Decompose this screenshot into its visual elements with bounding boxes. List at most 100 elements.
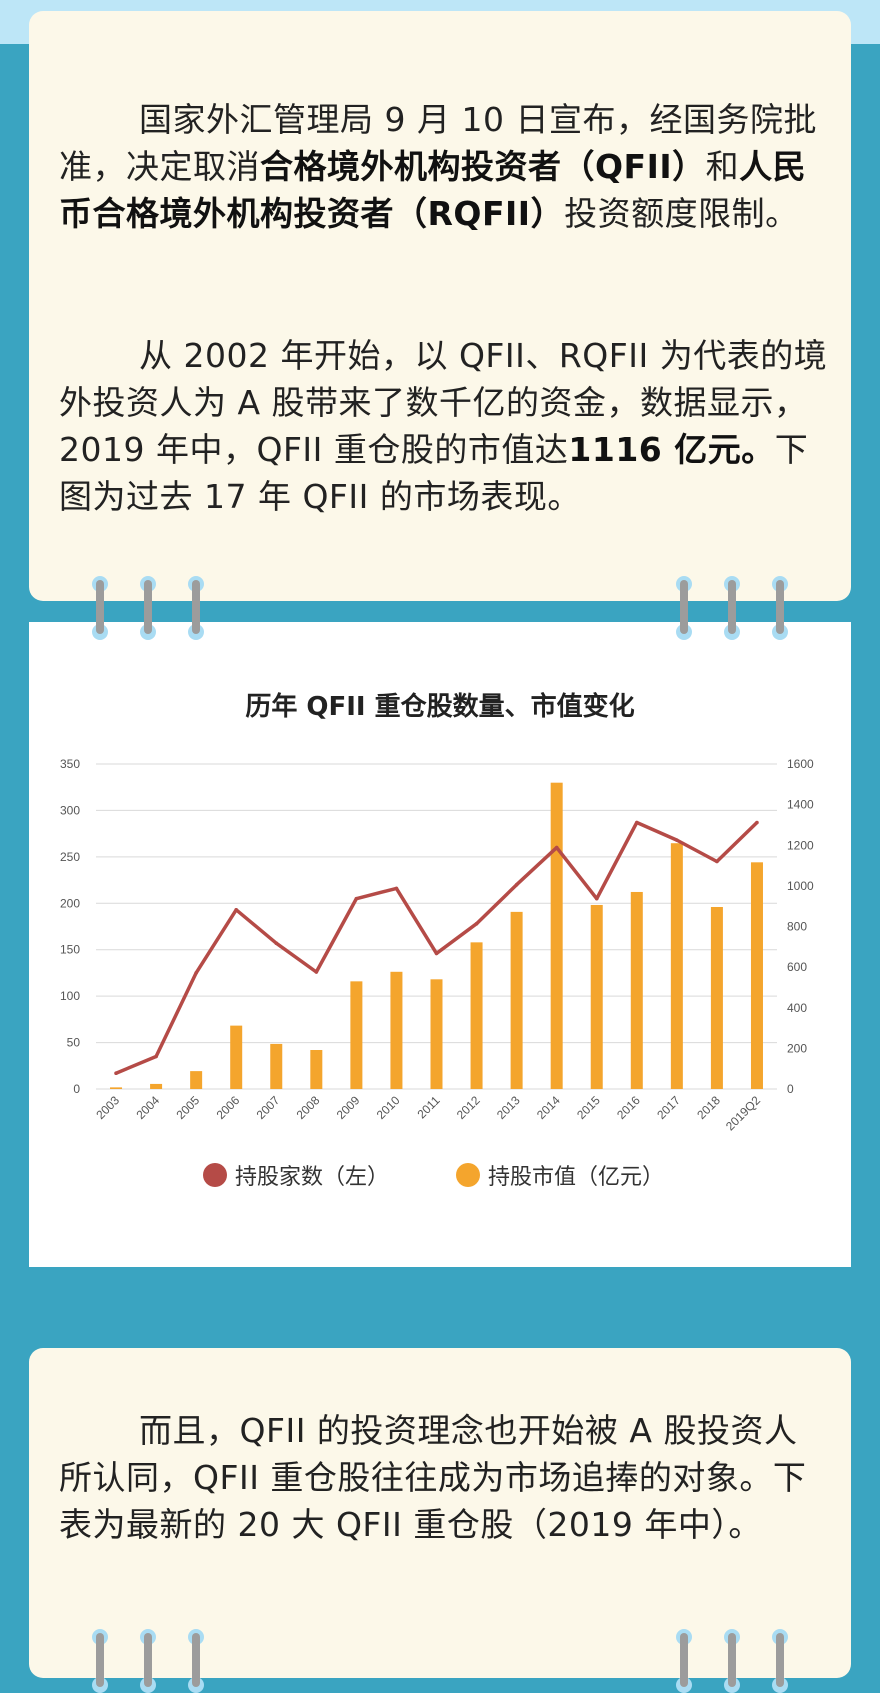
x-tick-label: 2011 [414,1093,442,1121]
y-right-tick-label: 0 [787,1082,794,1096]
bar-2008 [310,1050,323,1089]
x-tick-label: 2010 [374,1093,403,1122]
line-point-2006 [234,907,239,912]
ring-wire [192,580,200,634]
legend-line-label: 持股家数（左） [235,1165,390,1190]
chart-title: 历年 QFII 重仓股数量、市值变化 [245,692,635,722]
x-tick-label: 2019Q2 [723,1093,763,1133]
y-left-tick-label: 200 [60,896,80,910]
chart-svg: 0 50 100 150 200 250 300 350 0 200 400 600 800 1000 12… [60,757,814,1133]
y-right-tick-label: 400 [787,1001,807,1015]
intro-paragraph-1: 国家外汇管理局 9 月 10 日宣布，经国务院批准，决定取消合格境外机构投资者（… [59,96,829,237]
legend-item-line: 持股家数（左） [203,1159,389,1191]
bar-2014 [550,782,563,1089]
bar-2010 [390,971,403,1089]
x-tick-label: 2005 [173,1093,202,1122]
x-tick-label: 2004 [133,1093,162,1122]
intro-p1-text-c: 和 [705,147,740,186]
x-tick-label: 2007 [254,1093,283,1122]
legend-bar-swatch [456,1163,480,1187]
line-point-2016 [634,820,639,825]
intro-p1-text-e: 投资额度限制。 [564,194,799,233]
y-right-tick-label: 600 [787,960,807,974]
bar-2007 [270,1043,283,1089]
bar-2011 [430,979,443,1089]
ring-wire [680,1633,688,1687]
ring-wire [776,580,784,634]
line-point-2011 [434,951,439,956]
intro-p1-bold-qfii: 合格境外机构投资者（QFII） [260,147,706,186]
x-tick-label: 2013 [494,1093,523,1122]
intro-p2-text-c: 下图为过去 17 年 QFII 的市场表现。 [59,430,809,516]
bar-2012 [470,942,483,1089]
line-point-2009 [354,896,359,901]
y-left-tick-label: 350 [60,757,80,771]
line-point-2014 [554,845,559,850]
bar-2005 [190,1071,203,1089]
bar-2013 [510,911,523,1089]
bar-2018 [710,907,723,1089]
ring-wire [96,580,104,634]
x-tick-label: 2018 [694,1093,723,1122]
line-point-2007 [274,941,279,946]
x-tick-label: 2016 [614,1093,643,1122]
y-right-tick-label: 200 [787,1041,807,1055]
y-left-tick-label: 100 [60,989,80,1003]
x-tick-label: 2003 [93,1093,122,1122]
y-right-tick-label: 1000 [787,879,814,893]
bar-2016 [630,891,643,1089]
ring-wire [680,580,688,634]
outro-paragraph: 而且，QFII 的投资理念也开始被 A 股投资人所认同，QFII 重仓股往往成为… [59,1407,829,1548]
y-left-tick-label: 0 [73,1082,80,1096]
ring-wire [776,1633,784,1687]
y-right-tick-label: 1200 [787,838,814,852]
legend-line-swatch [203,1163,227,1187]
y-left-tick-label: 300 [60,803,80,817]
bar-2006 [230,1025,243,1089]
y-right-tick-label: 800 [787,920,807,934]
y-left-tick-label: 150 [60,943,80,957]
ring-wire [192,1633,200,1687]
intro-p2-text-a: 从 2002 年开始，以 QFII、RQFII 为代表的境外投资人为 A 股带来… [59,336,828,469]
x-tick-label: 2006 [214,1093,243,1122]
x-tick-label: 2008 [294,1093,323,1122]
line-point-2008 [314,970,319,974]
line-point-2017 [675,838,679,842]
y-left-tick-label: 250 [60,850,80,864]
bar-2003 [110,1087,123,1089]
ring-wire [728,1633,736,1687]
ring-wire [96,1633,104,1687]
chart-panel: 历年 QFII 重仓股数量、市值变化 0 50 100 150 200 250 300 350… [29,622,851,1267]
legend-item-bar: 持股市值（亿元） [456,1159,664,1191]
ring-wire [144,580,152,634]
line-point-2018 [715,859,719,864]
y-right-tick-label: 1400 [787,798,814,812]
intro-paragraph-2: 从 2002 年开始，以 QFII、RQFII 为代表的境外投资人为 A 股带来… [59,332,829,520]
x-tick-label: 2009 [334,1093,363,1122]
intro-p1-bold-rqfii: 人民币合格境外机构投资者（RQFII） [59,147,807,233]
line-point-2005 [194,971,198,975]
bar-2004 [150,1083,163,1089]
intro-p1-text-a: 国家外汇管理局 9 月 10 日宣布，经国务院批准，决定取消 [59,100,817,186]
x-tick-label: 2012 [454,1093,483,1122]
y-right-tick-label: 1600 [787,757,814,771]
line-point-2004 [154,1054,158,1059]
x-tick-label: 2015 [574,1093,603,1122]
ring-wire [728,580,736,634]
intro-p2-bold-value: 1116 亿元。 [568,430,775,469]
outro-card: 而且，QFII 的投资理念也开始被 A 股投资人所认同，QFII 重仓股往往成为… [29,1348,851,1678]
bar-2019Q2 [750,862,763,1089]
line-point-2015 [594,896,599,901]
intro-card: 国家外汇管理局 9 月 10 日宣布，经国务院批准，决定取消合格境外机构投资者（… [29,11,851,601]
line-point-2010 [394,886,399,891]
line-point-2013 [514,882,519,887]
x-tick-label: 2017 [654,1093,683,1122]
ring-wire [144,1633,152,1687]
line-point-2012 [474,921,479,926]
y-left-tick-label: 50 [67,1036,81,1050]
outro-p3-text: 而且，QFII 的投资理念也开始被 A 股投资人所认同，QFII 重仓股往往成为… [59,1411,807,1544]
x-tick-label: 2014 [534,1093,563,1122]
bar-2009 [350,981,363,1089]
line-point-2019Q2 [755,820,759,825]
bar-2015 [590,904,603,1089]
